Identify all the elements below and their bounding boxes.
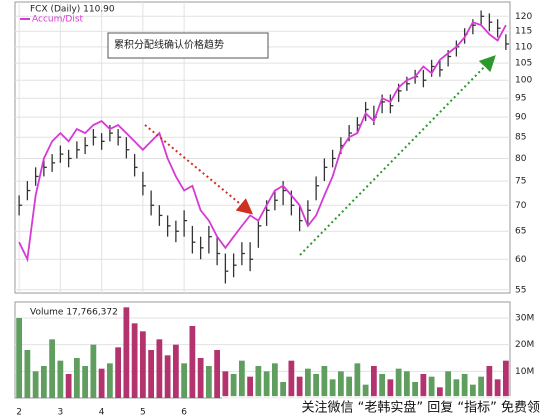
- volume-bar: [502, 360, 509, 398]
- volume-bar: [445, 371, 452, 398]
- volume-bar: [123, 307, 130, 398]
- y-tick-label: 100: [515, 76, 532, 86]
- y-tick-label: 70: [515, 201, 527, 211]
- volume-bar: [461, 374, 468, 398]
- volume-bar: [238, 360, 245, 398]
- volume-bar: [304, 368, 311, 398]
- volume-bar: [321, 366, 328, 398]
- y-tick-label: 90: [515, 113, 527, 123]
- y-tick-label: 80: [515, 154, 527, 164]
- volume-bar: [346, 376, 353, 398]
- volume-bar: [280, 382, 287, 398]
- volume-bar: [230, 374, 237, 398]
- volume-bar: [288, 360, 295, 398]
- x-tick-label: 5: [140, 408, 146, 418]
- y-tick-label: 115: [515, 27, 532, 37]
- volume-bar: [379, 374, 386, 398]
- volume-bar: [469, 384, 476, 398]
- y-tick-label: 55: [515, 285, 526, 295]
- volume-bar: [82, 366, 89, 398]
- volume-bar: [247, 376, 254, 398]
- volume-bar: [412, 382, 419, 398]
- y-tick-label: 85: [515, 133, 526, 143]
- volume-bar: [486, 366, 493, 398]
- volume-bar: [197, 358, 204, 398]
- volume-bar: [181, 363, 188, 398]
- volume-bar: [296, 376, 303, 398]
- legend-label: Accum/Dist: [32, 15, 84, 25]
- volume-bar: [65, 374, 72, 398]
- volume-bar: [313, 374, 320, 398]
- chart-title: FCX (Daily) 110.90: [30, 5, 115, 15]
- y-tick-label: 10M: [515, 367, 534, 377]
- y-tick-label: 60: [515, 255, 527, 265]
- volume-bar: [73, 358, 80, 398]
- volume-bar: [205, 366, 212, 398]
- volume-bar: [494, 379, 501, 398]
- x-tick-label: 3: [58, 408, 64, 418]
- volume-bar: [106, 363, 113, 398]
- volume-bar: [395, 368, 402, 398]
- volume-bar: [115, 347, 122, 398]
- y-tick-label: 65: [515, 227, 526, 237]
- volume-bar: [478, 376, 485, 398]
- volume-bar: [49, 339, 56, 398]
- y-tick-label: 20M: [515, 340, 534, 350]
- volume-bar: [428, 376, 435, 398]
- volume-bar: [453, 379, 460, 398]
- y-tick-label: 95: [515, 94, 526, 104]
- volume-title: Volume 17,766,372: [30, 308, 118, 318]
- y-tick-label: 120: [515, 12, 532, 22]
- volume-bar: [436, 387, 443, 398]
- volume-bar: [172, 344, 179, 398]
- annotation-box: [107, 32, 269, 59]
- watermark-bg: [222, 396, 550, 420]
- accum-dist-line: [18, 21, 507, 263]
- volume-bar: [164, 355, 171, 398]
- volume-bar: [271, 363, 278, 398]
- volume-bar: [57, 360, 64, 398]
- volume-bar: [329, 379, 336, 398]
- volume-bar: [189, 326, 196, 398]
- volume-bar: [420, 374, 427, 398]
- volume-bar: [255, 366, 262, 398]
- volume-bar: [24, 350, 31, 398]
- volume-bar: [214, 350, 221, 398]
- volume-bar: [131, 323, 138, 398]
- volume-bar: [337, 371, 344, 398]
- volume-bar: [354, 363, 361, 398]
- volume-bar: [387, 379, 394, 398]
- volume-bar: [362, 384, 369, 398]
- volume-bar: [139, 331, 146, 398]
- volume-bar: [148, 350, 155, 398]
- volume-bar: [222, 371, 229, 398]
- volume-bar: [98, 368, 105, 398]
- volume-bar: [370, 366, 377, 398]
- volume-bar: [263, 371, 270, 398]
- volume-bar: [40, 366, 47, 398]
- volume-bar: [16, 318, 23, 398]
- volume-bar: [90, 344, 97, 398]
- x-tick-label: 4: [99, 408, 105, 418]
- x-tick-label: 6: [181, 408, 187, 418]
- volume-bar: [32, 371, 39, 398]
- volume-bar: [156, 339, 163, 398]
- y-tick-label: 75: [515, 177, 526, 187]
- x-tick-label: 2: [16, 408, 22, 418]
- volume-bar: [403, 371, 410, 398]
- y-tick-label: 105: [515, 59, 532, 69]
- trend-arrow-up: [299, 55, 496, 256]
- annotation: 累积分配线确认价格趋势: [114, 38, 224, 51]
- y-tick-label: 30M: [515, 314, 534, 324]
- watermark: 关注微信 “老韩实盘” 回复 “指标” 免费领: [302, 400, 540, 416]
- y-tick-label: 110: [515, 42, 532, 52]
